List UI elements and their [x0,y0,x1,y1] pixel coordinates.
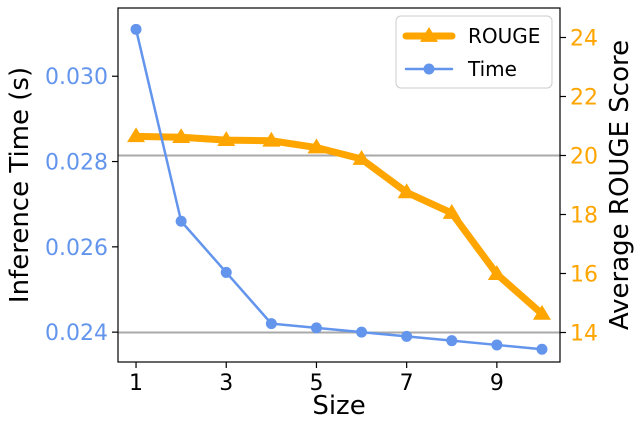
data-point-circle [536,343,548,355]
right-y-tick-label: 14 [570,322,598,347]
left-axis-label: Inference Time (s) [5,67,35,303]
data-point-triangle [397,183,416,199]
x-axis-label: Size [312,391,365,421]
data-point-circle [265,318,277,330]
right-y-tick-label: 16 [570,263,598,288]
x-tick-label: 9 [490,371,504,396]
left-y-tick-label: 0.030 [45,65,108,90]
right-axis-label: Average ROUGE Score [605,40,635,330]
data-point-circle [401,330,413,342]
left-y-tick-label: 0.024 [45,321,108,346]
right-y-tick-label: 22 [570,86,598,111]
x-tick-label: 5 [309,371,323,396]
series-rouge [127,127,551,320]
reference-lines [118,154,560,334]
data-point-triangle [127,127,146,143]
data-point-triangle [172,128,191,144]
x-tick-label: 1 [129,371,143,396]
data-point-circle [130,23,142,35]
data-point-triangle [307,138,326,154]
legend-marker-circle [423,63,435,75]
legend-entry-rouge: ROUGE [402,24,540,48]
data-point-circle [491,339,503,351]
series-time [130,23,548,355]
legend-entry-time: Time [404,57,517,81]
data-point-triangle [262,131,281,147]
data-point-circle [175,215,187,227]
data-point-triangle [532,304,551,320]
series-line-rouge [132,132,546,318]
legend-marker-triangle [420,27,438,42]
x-tick-label: 3 [219,371,233,396]
data-point-triangle [352,150,371,165]
data-point-circle [310,322,322,334]
data-point-circle [356,326,368,338]
data-point-circle [220,266,232,278]
right-y-tick-label: 24 [570,27,598,52]
series-layer [127,23,551,355]
right-y-tick-label: 20 [570,145,598,170]
left-y-tick-label: 0.028 [45,151,108,176]
x-tick-label: 7 [400,371,414,396]
axes: 1 3 5 7 9 0.024 0.026 0.028 0.030 14 16 18 20 22 24 Siz… [5,27,635,422]
legend-label: Time [467,57,517,81]
legend-label: ROUGE [468,24,540,48]
data-point-triangle [487,265,506,280]
left-y-tick-label: 0.026 [45,236,108,261]
data-point-triangle [442,204,461,219]
legend: ROUGE Time [395,15,553,89]
right-y-tick-label: 18 [570,204,598,229]
data-point-triangle [217,131,236,147]
series-line-time [134,28,544,351]
data-point-circle [446,335,458,347]
plot-frame [117,7,561,363]
